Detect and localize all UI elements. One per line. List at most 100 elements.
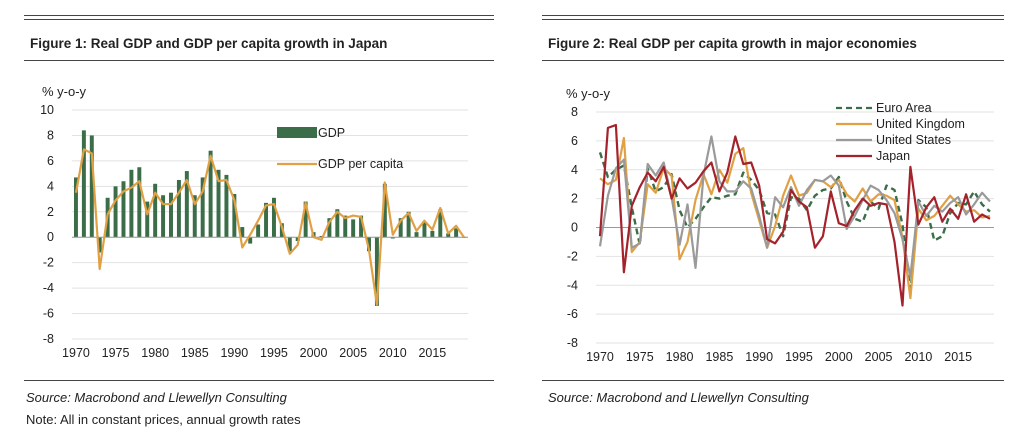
figure2-chart: % y-o-y -8 -6 -4 -2 0 2 4 6 8 1970 1975 1980 1985 1990…	[566, 86, 994, 364]
gdp-bar	[446, 233, 451, 238]
gdp-bar	[73, 177, 78, 238]
x-tick-label: 2015	[944, 350, 972, 364]
gdp-bar	[351, 219, 356, 238]
y-axis-label: % y-o-y	[566, 86, 611, 101]
legend-euro-area-label: Euro Area	[876, 101, 932, 115]
figure1-source: Source: Macrobond and Llewellyn Consulti…	[26, 390, 287, 405]
gdp-bar	[303, 201, 308, 238]
y-tick-label: -6	[567, 307, 578, 321]
x-tick-label: 1995	[260, 346, 288, 360]
legend-gdp-swatch	[277, 127, 317, 138]
gdp-bar	[287, 237, 292, 252]
legend-united-states-label: United States	[876, 133, 951, 147]
japan-line	[598, 123, 991, 307]
gdp-bar	[374, 237, 379, 306]
y-tick-label: 6	[571, 134, 578, 148]
x-tick-label: 1980	[666, 350, 694, 364]
y-tick-label: 0	[47, 230, 54, 244]
gdp-bar	[454, 228, 459, 238]
y-tick-label: -4	[43, 281, 54, 295]
gdp-per-capita-line	[74, 148, 465, 306]
gdp-bar	[271, 197, 276, 238]
gdp-bar	[169, 192, 173, 238]
figure1-panel: Figure 1: Real GDP and GDP per capita gr…	[24, 0, 494, 442]
y-tick-label: 8	[571, 105, 578, 119]
gdp-bar	[153, 183, 158, 238]
gdp-bar	[208, 150, 213, 238]
x-tick-label: 2000	[825, 350, 853, 364]
gdp-bar	[430, 230, 435, 238]
x-tick-label: 2005	[339, 346, 367, 360]
figure1-top-rule	[24, 15, 494, 16]
gdp-bar	[129, 169, 134, 238]
y-tick-label: 2	[47, 205, 54, 219]
gdp-bar	[232, 193, 237, 238]
gdp-bar	[240, 227, 245, 238]
gdp-bar	[89, 135, 94, 238]
x-tick-label: 1985	[181, 346, 209, 360]
x-tick-label: 2010	[379, 346, 407, 360]
figure1-bottom-rule	[24, 380, 494, 381]
y-tick-label: -2	[43, 256, 54, 270]
gdp-bar	[398, 218, 403, 238]
gdp-bar	[256, 224, 261, 238]
figure1-title: Figure 1: Real GDP and GDP per capita gr…	[30, 36, 388, 51]
figure2-title: Figure 2: Real GDP per capita growth in …	[548, 36, 917, 51]
united-kingdom-line	[599, 136, 991, 300]
x-tick-label: 1990	[745, 350, 773, 364]
gdp-bar	[81, 130, 86, 238]
united-states-line	[598, 135, 991, 278]
y-axis-label: % y-o-y	[42, 84, 87, 99]
gdp-bar	[216, 169, 221, 238]
gdp-bar	[438, 209, 443, 238]
x-tick-label: 1980	[141, 346, 169, 360]
legend-gdp-label: GDP	[318, 126, 345, 140]
y-tick-label: 6	[47, 154, 54, 168]
gdp-bar	[200, 177, 205, 238]
y-tick-label: -2	[567, 249, 578, 263]
x-tick-label: 2005	[865, 350, 893, 364]
figure2-panel: Figure 2: Real GDP per capita growth in …	[542, 0, 1004, 442]
legend-united-kingdom-label: United Kingdom	[876, 117, 965, 131]
x-tick-label: 1975	[626, 350, 654, 364]
y-tick-label: 10	[40, 103, 54, 117]
gdp-bar	[248, 237, 253, 244]
figure1-top-rule-2	[24, 19, 494, 20]
figure1-title-rule	[24, 60, 494, 61]
x-tick-label: 2000	[300, 346, 328, 360]
gdp-bar	[390, 237, 395, 239]
gdp-bar	[422, 221, 427, 238]
figure2-top-rule	[542, 15, 1004, 16]
gdp-bar	[97, 237, 102, 253]
x-tick-label: 1990	[220, 346, 248, 360]
gdp-bar	[113, 186, 118, 238]
y-tick-label: 8	[47, 128, 54, 142]
x-tick-label: 1985	[705, 350, 733, 364]
figure1-note: Note: All in constant prices, annual gro…	[26, 412, 301, 427]
gdp-bar	[406, 211, 411, 238]
gdp-bar	[264, 202, 269, 238]
y-tick-label: -4	[567, 278, 578, 292]
gdp-bar	[137, 167, 142, 238]
y-tick-label: 4	[47, 179, 54, 193]
y-tick-label: -6	[43, 307, 54, 321]
x-tick-label: 2015	[418, 346, 446, 360]
gdp-bar	[414, 232, 419, 238]
x-tick-label: 1970	[586, 350, 614, 364]
y-tick-label: 2	[571, 192, 578, 206]
y-tick-label: 4	[571, 163, 578, 177]
x-tick-label: 1970	[62, 346, 90, 360]
y-tick-label: -8	[43, 332, 54, 346]
euro-area-line	[598, 152, 991, 296]
y-tick-label: 0	[571, 221, 578, 235]
x-tick-label: 1975	[102, 346, 130, 360]
gdp-bar	[176, 179, 181, 238]
gdp-bar	[192, 195, 197, 238]
gdp-bar	[145, 201, 150, 238]
figure2-source: Source: Macrobond and Llewellyn Consulti…	[548, 390, 809, 405]
x-tick-label: 1995	[785, 350, 813, 364]
x-tick-label: 2010	[904, 350, 932, 364]
gdp-bar	[343, 215, 348, 238]
gdp-bar	[121, 181, 126, 238]
gdp-bar	[161, 195, 166, 238]
